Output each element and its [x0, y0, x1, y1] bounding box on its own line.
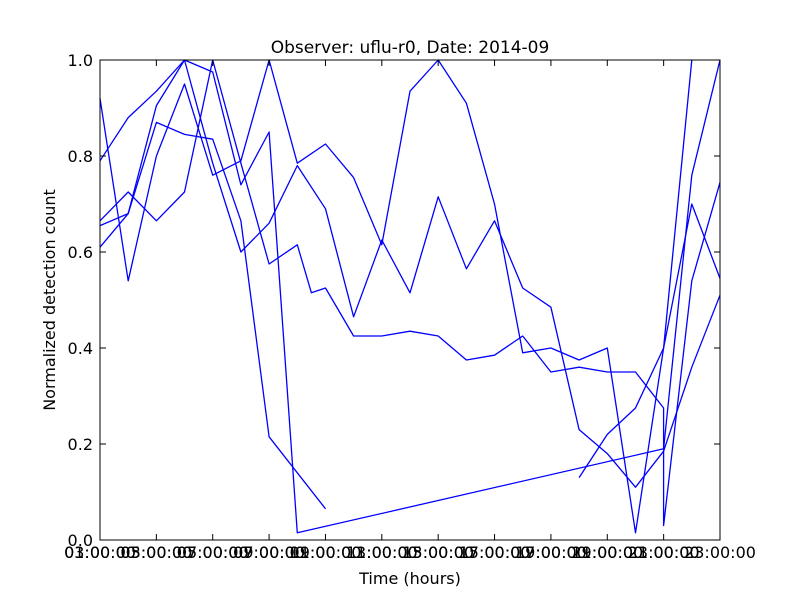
y-tick-label: 0.8: [68, 147, 93, 166]
x-tick-label: 17:00:00: [515, 543, 587, 562]
series-line-3: [99, 59, 721, 488]
x-axis-label: Time (hours): [358, 569, 461, 588]
y-tick-label: 0.6: [68, 243, 93, 262]
x-tick-label: 07:00:00: [233, 543, 305, 562]
x-tick-label: 09:00:00: [233, 543, 305, 562]
x-tick-label: 01:00:00: [64, 543, 136, 562]
x-tick-label: 23:00:00: [628, 543, 700, 562]
x-tick-label: 13:00:00: [402, 543, 474, 562]
series-line-4: [99, 121, 327, 510]
series-layer: [99, 59, 721, 534]
y-axis-label: Normalized detection count: [40, 189, 59, 411]
y-tick-label: 0.4: [68, 339, 93, 358]
x-tick-label: 09:00:00: [290, 543, 362, 562]
x-tick-label: 05:00:00: [177, 543, 249, 562]
x-tick-label: 21:00:00: [628, 543, 700, 562]
series-line-1: [99, 59, 693, 534]
x-tick-label: 03:00:00: [64, 543, 136, 562]
x-tick-label: 15:00:00: [402, 543, 474, 562]
x-tick-label: 23:00:00: [684, 543, 756, 562]
x-tick-label: 19:00:00: [515, 543, 587, 562]
y-tick-label: 1.0: [68, 51, 93, 70]
chart-title: Observer: uflu-r0, Date: 2014-09: [271, 38, 550, 58]
x-tick-label: 11:00:00: [290, 543, 362, 562]
x-tick-label: 15:00:00: [459, 543, 531, 562]
x-tick-label: 11:00:00: [346, 543, 418, 562]
x-tick-label: 13:00:00: [346, 543, 418, 562]
y-axis: 0.0 0.2 0.4 0.6 0.8 1.0: [68, 51, 720, 550]
y-tick-label: 0.0: [68, 531, 93, 550]
x-tick-label: 17:00:00: [459, 543, 531, 562]
x-tick-label: 05:00:00: [120, 543, 192, 562]
x-tick-label: 03:00:00: [120, 543, 192, 562]
x-tick-label: 19:00:00: [571, 543, 643, 562]
x-axis: 01:00:0003:00:0003:00:0005:00:0005:00:00…: [64, 60, 756, 562]
x-tick-label: 21:00:00: [571, 543, 643, 562]
x-tick-label: 07:00:00: [177, 543, 249, 562]
plot-frame: [99, 59, 721, 541]
series-line-2: [99, 59, 721, 534]
series-line-6: [578, 203, 721, 478]
y-tick-label: 0.2: [68, 435, 93, 454]
